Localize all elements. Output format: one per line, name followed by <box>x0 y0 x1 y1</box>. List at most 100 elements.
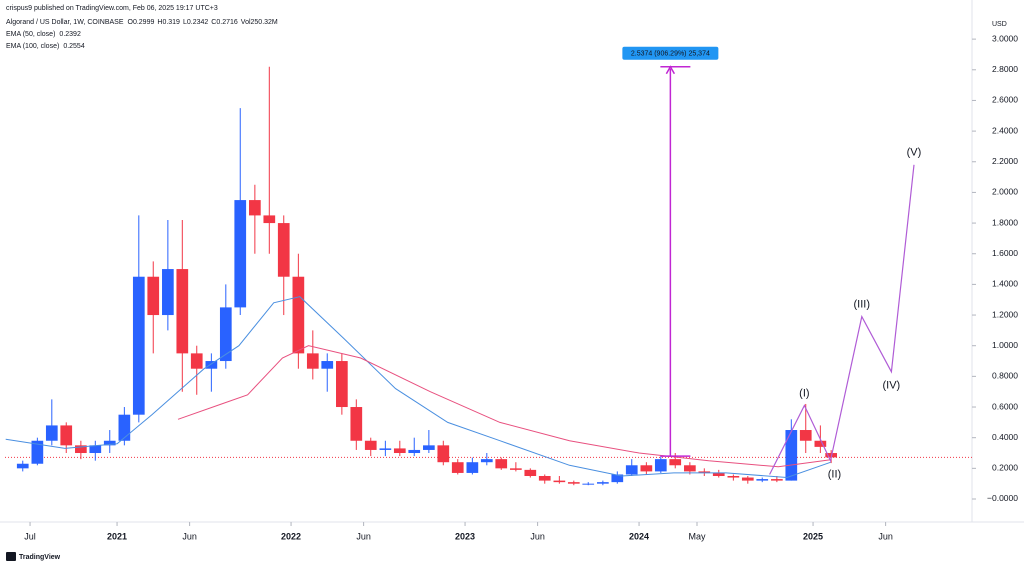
x-tick-label: Jun <box>530 531 545 541</box>
x-tick-label: 2023 <box>455 531 475 541</box>
candle-body <box>567 482 580 484</box>
candle-body <box>553 480 566 483</box>
candle-body <box>451 462 464 473</box>
candle-body <box>75 445 87 454</box>
chart-title: Algorand / US Dollar, 1W, COINBASE <box>6 19 124 26</box>
measure-label-box <box>622 46 719 60</box>
candle-body <box>306 353 319 369</box>
candle-body <box>799 430 812 441</box>
wave-label: (V) <box>907 147 922 159</box>
candle-body <box>234 200 247 308</box>
measure-label: 2.5374 (906.29%) 25,374 <box>631 51 710 58</box>
candle-body <box>103 440 116 446</box>
candle-body <box>16 463 29 469</box>
candle-body <box>640 465 653 472</box>
readout-value: 0.2342 <box>187 19 209 26</box>
candle-body <box>712 472 725 477</box>
x-tick-label: 2025 <box>803 531 823 541</box>
wave-label: (III) <box>854 298 871 310</box>
candle-body <box>408 449 421 454</box>
candle-body <box>538 476 551 481</box>
candle-body <box>611 474 624 483</box>
candle-body <box>510 468 522 470</box>
x-tick-label: Jul <box>24 531 36 541</box>
y-unit: USD <box>992 21 1007 28</box>
candle-body <box>321 361 334 369</box>
readout-label: C <box>211 19 216 26</box>
candle-body <box>684 465 696 472</box>
candle-body <box>625 465 638 475</box>
projection-line <box>769 164 915 475</box>
readout-label: L <box>183 19 187 26</box>
candle-body <box>727 476 740 478</box>
y-tick-label: 2.6000 <box>992 95 1018 105</box>
candle-body <box>176 269 189 354</box>
candle-body <box>597 482 609 484</box>
ema-line <box>177 345 831 468</box>
candle-body <box>423 445 435 450</box>
x-tick-label: Jun <box>356 531 371 541</box>
candle-body <box>480 459 493 463</box>
y-tick-label: 0.8000 <box>992 371 1018 381</box>
indicator-name: EMA (100, close) <box>6 43 59 50</box>
candle-body <box>277 223 290 277</box>
candle-body <box>45 425 58 441</box>
wave-label: (II) <box>828 469 841 481</box>
candle-body <box>698 471 711 473</box>
x-tick-label: Jun <box>878 531 893 541</box>
wave-label: (I) <box>799 387 809 399</box>
x-tick-label: Jun <box>182 531 197 541</box>
y-tick-label: 3.0000 <box>992 33 1018 43</box>
y-tick-label: 0.4000 <box>992 432 1018 442</box>
x-tick-label: 2021 <box>107 531 127 541</box>
candle-body <box>785 430 798 481</box>
candle-body <box>741 477 754 481</box>
candle-body <box>190 353 203 369</box>
y-tick-label: 1.8000 <box>992 217 1018 227</box>
candle-body <box>89 445 102 454</box>
y-tick-label: 2.2000 <box>992 156 1018 166</box>
y-tick-label: 1.2000 <box>992 309 1018 319</box>
readout-value: 250.32M <box>251 19 278 26</box>
y-tick-label: 0.2000 <box>992 463 1018 473</box>
candle-body <box>60 425 73 446</box>
logo-icon <box>6 552 16 561</box>
candle-body <box>524 469 537 477</box>
y-tick-label: −0.0000 <box>987 493 1018 503</box>
candle-body <box>393 448 406 454</box>
candle-body <box>132 276 145 415</box>
readout-label: Vol <box>241 19 251 26</box>
candle-body <box>292 276 305 354</box>
indicator-value: 0.2554 <box>63 43 85 50</box>
readout-value: 0.2716 <box>216 19 238 26</box>
candle-body <box>364 440 377 450</box>
indicator-name: EMA (50, close) <box>6 31 55 38</box>
candle-body <box>205 361 218 369</box>
candle-body <box>379 448 392 450</box>
candle-body <box>249 200 261 216</box>
readout-value: 0.2999 <box>133 19 155 26</box>
candle-body <box>669 459 682 466</box>
measure-arrowhead <box>665 65 676 75</box>
indicator-value: 0.2392 <box>59 31 81 38</box>
candle-body <box>31 440 44 464</box>
x-tick-label: 2024 <box>629 531 649 541</box>
wave-label: (IV) <box>882 380 900 392</box>
candle-body <box>771 479 783 481</box>
x-tick-label: May <box>688 531 706 541</box>
candle-body <box>466 462 479 473</box>
y-tick-label: 0.6000 <box>992 401 1018 411</box>
branding: TradingView <box>19 554 61 561</box>
header: crispus9 published on TradingView.com, F… <box>6 5 218 12</box>
candle-body <box>147 276 160 316</box>
candle-body <box>495 459 508 469</box>
readout-label: H <box>157 19 162 26</box>
candle-body <box>336 361 348 408</box>
y-tick-label: 1.6000 <box>992 248 1018 258</box>
y-tick-label: 1.0000 <box>992 340 1018 350</box>
candle-body <box>350 407 363 441</box>
readout-value: 0.319 <box>162 19 180 26</box>
candle-body <box>814 440 827 447</box>
candle-body <box>756 479 769 481</box>
